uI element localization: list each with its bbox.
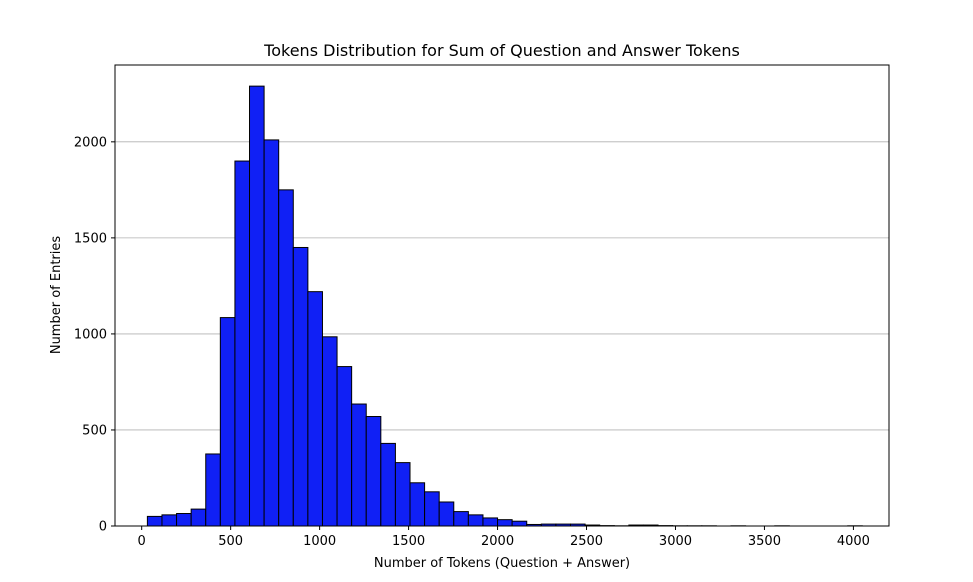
histogram-bar [279,190,294,526]
histogram-bar [498,520,513,526]
histogram-bar [293,247,308,526]
y-tick-label: 1000 [74,327,107,342]
histogram-bar [220,318,235,526]
histogram-bar [512,521,527,526]
histogram-bar [191,509,206,526]
histogram-bar [352,404,367,526]
y-tick-label: 1500 [74,231,107,246]
x-tick-label: 0 [138,534,146,549]
y-tick-label: 0 [99,520,107,535]
histogram-bar [425,492,440,526]
x-axis-label: Number of Tokens (Question + Answer) [374,556,630,571]
histogram-bar [337,367,352,526]
histogram-bar [395,463,410,526]
histogram-bar [235,161,250,526]
x-tick-label: 2000 [481,534,514,549]
histogram-bar [366,417,381,526]
chart-title: Tokens Distribution for Sum of Question … [263,41,740,60]
histogram-bar [468,515,483,526]
histogram-bar [206,454,221,526]
histogram-bar [381,443,396,526]
x-tick-label: 1000 [303,534,336,549]
y-tick-label: 2000 [74,135,107,150]
histogram-bar [483,518,498,526]
histogram-bar [410,483,425,526]
histogram-bar [162,515,177,526]
histogram-bar [264,140,279,526]
histogram-bar [147,516,162,526]
y-tick-label: 500 [82,423,107,438]
x-tick-label: 1500 [392,534,425,549]
histogram-bar [308,292,323,526]
histogram-bar [250,86,265,526]
x-tick-label: 4000 [837,534,870,549]
x-tick-label: 500 [218,534,243,549]
histogram-bar [177,514,192,526]
x-tick-label: 2500 [570,534,603,549]
x-tick-label: 3500 [748,534,781,549]
histogram-bar [322,337,337,526]
histogram-bar [439,502,454,526]
histogram-bar [454,512,469,526]
x-tick-label: 3000 [659,534,692,549]
y-axis-label: Number of Entries [49,236,64,355]
